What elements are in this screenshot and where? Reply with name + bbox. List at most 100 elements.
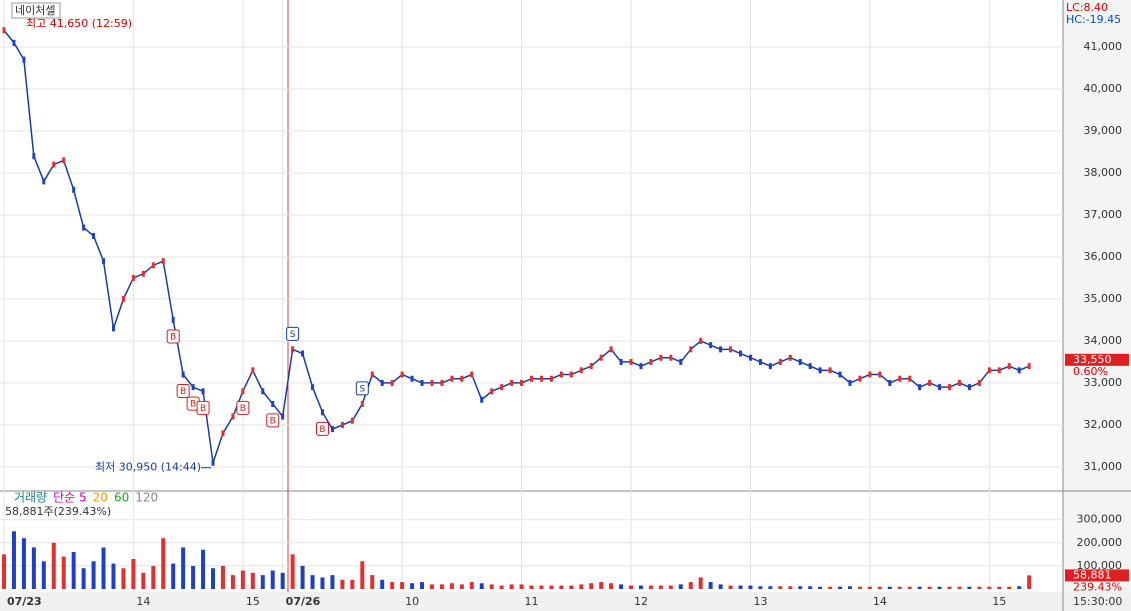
price-candle <box>102 258 106 265</box>
volume-bar <box>161 538 166 589</box>
price-candle <box>181 371 185 378</box>
price-candle <box>450 375 454 382</box>
volume-bar <box>151 565 156 589</box>
volume-bar <box>410 583 415 589</box>
volume-bar <box>459 584 464 589</box>
price-candle <box>251 367 255 374</box>
volume-legend: 단순 5 <box>53 491 87 505</box>
price-candle <box>808 363 812 370</box>
y-tick-label: 32,000 <box>1084 418 1123 431</box>
volume-legend: 20 <box>93 491 108 505</box>
price-candle <box>629 358 633 365</box>
price-candle <box>420 379 424 386</box>
price-candle <box>589 363 593 370</box>
signal-label: S <box>290 330 296 340</box>
price-candle <box>311 384 315 391</box>
volume-bar <box>788 586 793 589</box>
price-candle <box>201 388 205 395</box>
volume-bar <box>230 575 235 589</box>
volume-bar <box>101 547 106 589</box>
price-candle <box>977 379 981 386</box>
volume-bar <box>479 583 484 589</box>
volume-bar <box>768 586 773 589</box>
price-candle <box>858 375 862 382</box>
price-candle <box>967 384 971 391</box>
y-tick-label: 41,000 <box>1084 40 1123 53</box>
price-candle <box>669 354 673 361</box>
lc-label: LC:8.40 <box>1066 1 1108 14</box>
price-candle <box>22 56 26 63</box>
volume-bar <box>1027 575 1032 589</box>
volume-bar <box>509 584 514 589</box>
volume-bar <box>211 568 216 589</box>
volume-bar <box>668 585 673 589</box>
price-candle <box>609 346 613 353</box>
x-tick-label: 13 <box>753 595 767 608</box>
price-candle <box>340 421 344 428</box>
x-tick-label: 07/23 <box>7 595 42 608</box>
volume-bar <box>867 586 872 589</box>
volume-bar <box>698 577 703 589</box>
volume-bar <box>847 586 852 589</box>
volume-bar <box>937 586 942 589</box>
price-candle <box>788 354 792 361</box>
price-candle <box>987 367 991 374</box>
signal-marker <box>355 381 369 396</box>
volume-bar <box>1017 586 1022 589</box>
price-candle <box>350 417 354 424</box>
y-tick-label: 40,000 <box>1084 82 1123 95</box>
volume-bar <box>131 558 136 589</box>
volume-bar <box>330 575 335 589</box>
x-tick-label: 11 <box>525 595 539 608</box>
price-candle <box>191 384 195 391</box>
price-candle <box>92 232 96 239</box>
volume-bar <box>71 552 76 589</box>
volume-bar <box>967 586 972 589</box>
volume-bar <box>220 565 225 589</box>
volume-tick-label: 300,000 <box>1077 513 1123 526</box>
price-candle <box>241 388 245 395</box>
volume-bar <box>310 575 315 589</box>
price-candle <box>828 367 832 374</box>
signal-label: B <box>319 425 325 435</box>
axis-panel <box>1063 0 1131 611</box>
price-candle <box>719 346 723 353</box>
signal-marker <box>286 326 300 341</box>
volume-bar <box>648 585 653 589</box>
volume-bar <box>370 575 375 589</box>
volume-bar <box>927 586 932 589</box>
volume-bar <box>529 585 534 589</box>
price-candle <box>261 388 265 395</box>
time-label: 15:30:00 <box>1073 595 1122 608</box>
volume-bar <box>121 568 126 589</box>
price-candle <box>908 375 912 382</box>
volume-ratio-label: 239.43% <box>1073 580 1122 593</box>
volume-bar <box>619 584 624 589</box>
volume-bar <box>41 561 46 589</box>
y-tick-label: 34,000 <box>1084 334 1123 347</box>
price-candle <box>141 270 145 277</box>
price-candle <box>868 371 872 378</box>
y-tick-label: 33,000 <box>1084 376 1123 389</box>
signal-marker <box>166 329 180 344</box>
price-candle <box>410 375 414 382</box>
volume-bar <box>678 584 683 589</box>
price-candle <box>848 379 852 386</box>
y-tick-label: 39,000 <box>1084 124 1123 137</box>
volume-legend: 60 <box>114 491 129 505</box>
volume-bar <box>141 572 146 589</box>
price-candle <box>171 316 175 323</box>
price-candle <box>211 459 215 466</box>
price-candle <box>569 371 573 378</box>
volume-bar <box>300 565 305 589</box>
price-candle <box>938 384 942 391</box>
volume-bar <box>439 584 444 589</box>
high-label: 최고 41,650 (12:59) <box>26 17 132 30</box>
price-candle <box>729 346 733 353</box>
volume-bar <box>907 586 912 589</box>
volume-bar <box>499 585 504 589</box>
price-candle <box>370 371 374 378</box>
volume-bar <box>599 582 604 589</box>
volume-bar <box>181 547 186 589</box>
